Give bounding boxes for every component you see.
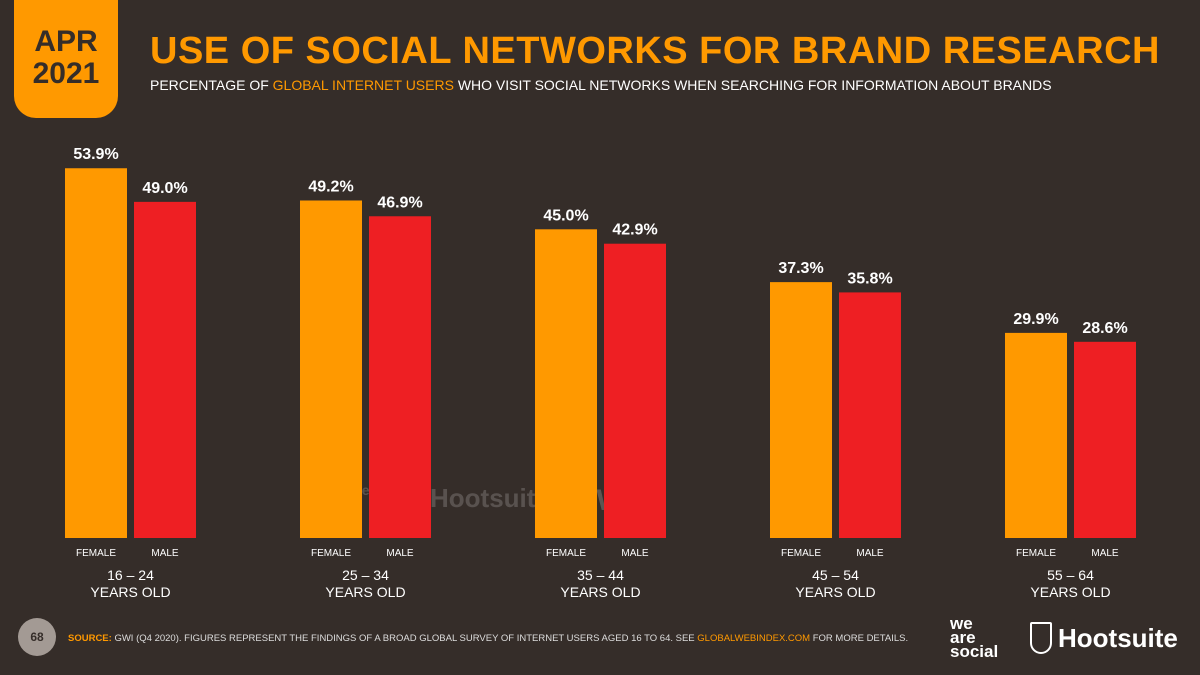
- badge-year: 2021: [32, 57, 100, 90]
- data-label: 42.9%: [612, 222, 657, 239]
- data-label: 53.9%: [73, 146, 118, 163]
- watermark-hootsuite: Hootsuite: [430, 483, 550, 513]
- page-title: USE OF SOCIAL NETWORKS FOR BRAND RESEARC…: [150, 30, 1160, 72]
- date-badge: APR 2021: [14, 0, 118, 118]
- subtitle-highlight: GLOBAL INTERNET USERS: [272, 77, 454, 93]
- category-suffix: YEARS OLD: [795, 584, 875, 600]
- category-label: 35 – 44: [577, 567, 624, 583]
- we-are-social-logo: we are social: [950, 614, 999, 661]
- subtitle-pre: PERCENTAGE OF: [150, 77, 273, 93]
- data-label: 49.0%: [142, 180, 187, 197]
- bar-male: [369, 216, 431, 539]
- data-label: 35.8%: [847, 270, 892, 287]
- bar-male: [134, 201, 196, 539]
- data-label: 29.9%: [1013, 311, 1058, 328]
- page-subtitle: PERCENTAGE OF GLOBAL INTERNET USERS WHO …: [150, 77, 1052, 93]
- data-label: 46.9%: [377, 194, 422, 211]
- data-label: 45.0%: [543, 207, 588, 224]
- category-suffix: YEARS OLD: [560, 584, 640, 600]
- series-label: FEMALE: [76, 548, 116, 559]
- series-label: MALE: [151, 548, 179, 559]
- badge-month: APR: [34, 25, 98, 58]
- series-label: MALE: [856, 548, 884, 559]
- series-label: FEMALE: [311, 548, 351, 559]
- owl-shield-icon: [1030, 622, 1052, 654]
- logo-word: social: [950, 642, 999, 661]
- bar-male: [1074, 341, 1136, 538]
- series-label: MALE: [1091, 548, 1119, 559]
- bar-male: [604, 243, 666, 538]
- data-label: 37.3%: [778, 260, 823, 277]
- source-link[interactable]: GLOBALWEBINDEX.COM: [697, 633, 811, 644]
- category-label: 25 – 34: [342, 567, 389, 583]
- source-text: GWI (Q4 2020). FIGURES REPRESENT THE FIN…: [111, 633, 698, 644]
- source-end: FOR MORE DETAILS.: [810, 633, 909, 644]
- category-label: 55 – 64: [1047, 567, 1094, 583]
- source-label: SOURCE:: [68, 633, 112, 644]
- subtitle-post: WHO VISIT SOCIAL NETWORKS WHEN SEARCHING…: [453, 77, 1052, 93]
- series-label: FEMALE: [781, 548, 821, 559]
- bar-female: [65, 168, 127, 538]
- bar-male: [839, 292, 901, 538]
- category-suffix: YEARS OLD: [90, 584, 170, 600]
- category-suffix: YEARS OLD: [1030, 584, 1110, 600]
- series-label: FEMALE: [1016, 548, 1056, 559]
- logo-word: are: [950, 628, 976, 647]
- series-label: FEMALE: [546, 548, 586, 559]
- bar-female: [535, 229, 597, 539]
- series-label: MALE: [386, 548, 414, 559]
- bar-female: [770, 282, 832, 538]
- hootsuite-wordmark: Hootsuite: [1058, 622, 1178, 653]
- bar-female: [1005, 332, 1067, 538]
- data-label: 28.6%: [1082, 320, 1127, 337]
- logo-word: we: [950, 614, 973, 633]
- data-label: 49.2%: [308, 178, 353, 195]
- hootsuite-logo: Hootsuite: [1030, 622, 1178, 654]
- source-note: SOURCE: GWI (Q4 2020). FIGURES REPRESENT…: [68, 633, 908, 644]
- category-label: 16 – 24: [107, 567, 154, 583]
- series-label: MALE: [621, 548, 649, 559]
- category-suffix: YEARS OLD: [325, 584, 405, 600]
- page-number: 68: [18, 618, 56, 656]
- bar-female: [300, 200, 362, 538]
- category-label: 45 – 54: [812, 567, 859, 583]
